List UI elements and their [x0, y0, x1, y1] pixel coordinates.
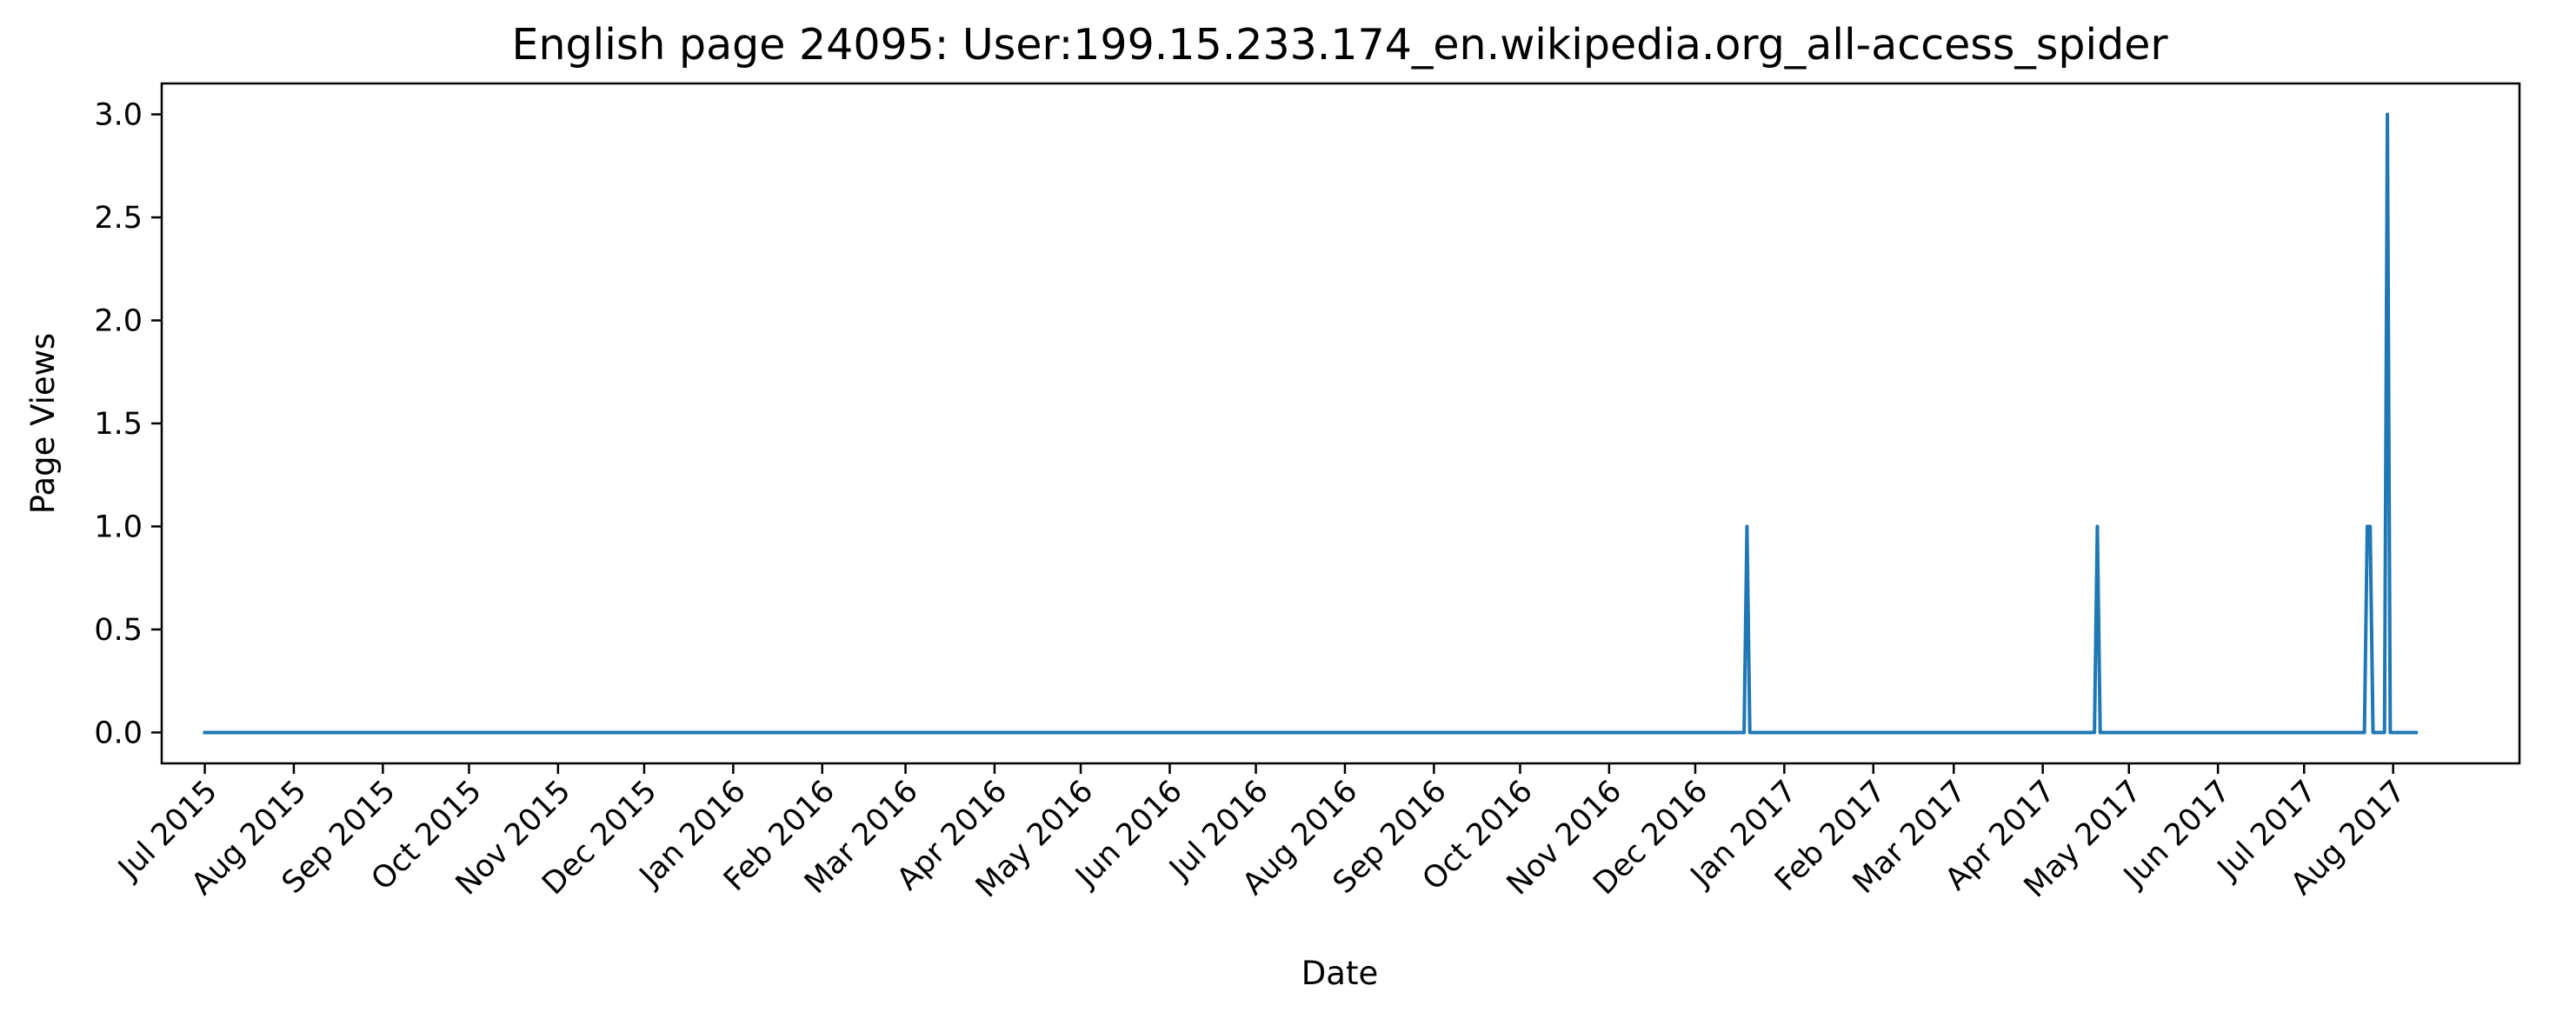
- y-tick-label: 1.0: [94, 510, 143, 544]
- y-tick-label: 3.0: [94, 98, 143, 133]
- x-axis-title: Date: [1301, 955, 1378, 992]
- y-axis-title: Page Views: [24, 333, 62, 514]
- series-layer: [203, 112, 2419, 735]
- y-tick-label: 2.0: [94, 304, 143, 339]
- y-tick-label: 0.0: [94, 716, 143, 750]
- y-tick-label: 1.5: [94, 407, 143, 442]
- plot-area-frame: [160, 82, 2521, 765]
- chart-title: English page 24095: User:199.15.233.174_…: [512, 20, 2169, 70]
- y-tick-label: 2.5: [94, 201, 143, 236]
- y-tick-label: 0.5: [94, 613, 143, 648]
- page-views-series-line: [203, 112, 2419, 735]
